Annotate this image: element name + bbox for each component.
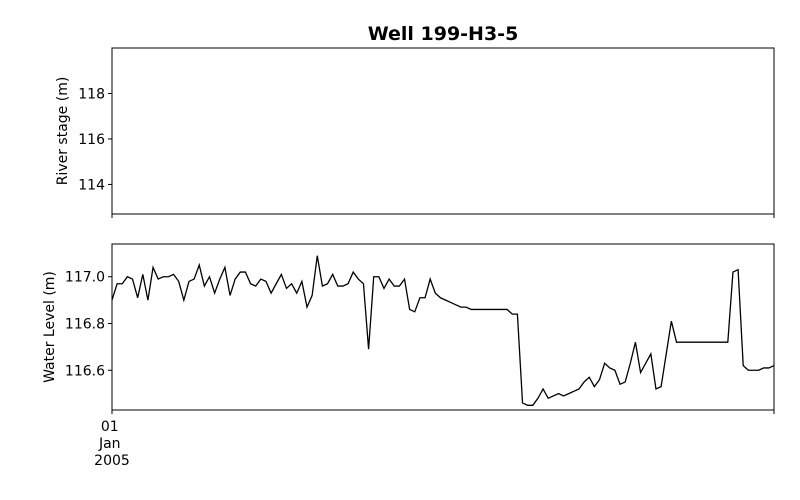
well-water-level-line [111,255,775,406]
x-tick-label: 01 Jan 2005 [94,419,130,469]
well-y-tick-label-0: 116.6 [65,363,105,379]
river-y-tick-label-0: 114 [78,177,105,193]
river-y-tick-label-1: 116 [78,132,105,148]
well-ylabel: Water Level (m) [42,271,58,383]
well-panel-frame [111,243,775,411]
river-ylabel: River stage (m) [55,77,71,186]
well-y-ticks: 116.6 116.8 117.0 [65,270,112,379]
well-y-tick-label-2: 117.0 [65,270,105,286]
river-panel-frame [111,47,775,215]
river-y-ticks: 114 116 118 [78,86,112,193]
river-y-tick-label-2: 118 [78,86,105,102]
well-y-tick-label-1: 116.8 [65,316,105,332]
chart-title: Well 199-H3-5 [368,23,519,45]
